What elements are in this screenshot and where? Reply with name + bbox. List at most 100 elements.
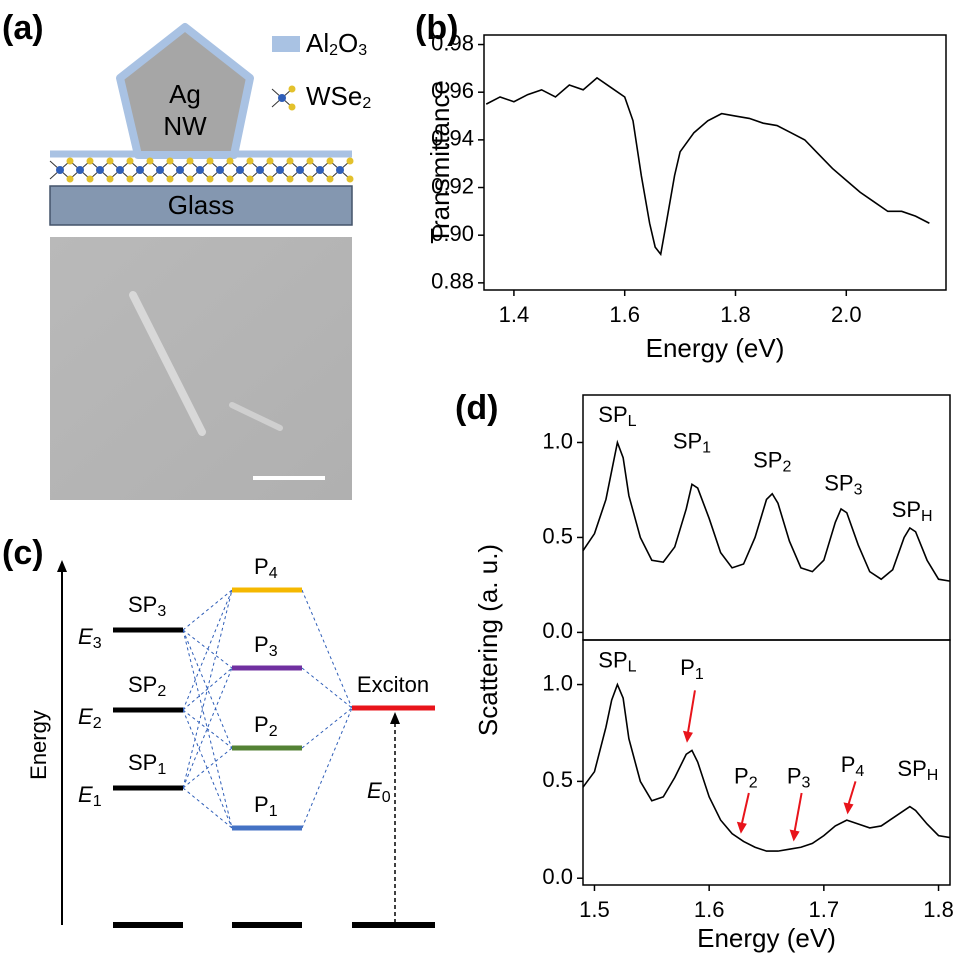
annotation: SP2 [753, 447, 791, 475]
atom [126, 157, 134, 165]
atom [176, 166, 184, 174]
coupling [182, 667, 233, 711]
atom [56, 166, 64, 174]
atom [266, 157, 274, 165]
atom [86, 175, 94, 183]
atom [166, 175, 174, 183]
coupling [182, 629, 233, 829]
annotation: SPL [598, 647, 636, 675]
coupling [182, 589, 233, 631]
arrow [686, 690, 696, 733]
particle-label: Ag [169, 79, 201, 109]
x-tick-label: 2.0 [831, 302, 862, 327]
atom [86, 157, 94, 165]
atom [246, 157, 254, 165]
legend-swatch [271, 85, 296, 111]
annotation: P4 [841, 752, 865, 780]
atom [166, 157, 174, 165]
annotation: P2 [734, 763, 758, 791]
y-tick-label: 0.0 [542, 864, 573, 889]
coupling [182, 747, 233, 789]
legend-swatch [272, 36, 300, 52]
annotation: P3 [787, 763, 811, 791]
nanowire-image [229, 402, 283, 431]
atom [156, 166, 164, 174]
atom [226, 157, 234, 165]
coupling [301, 589, 353, 709]
annotation: P3 [254, 632, 278, 660]
energy-diagram: Energy SP3 E3 SP2 E2 SP1 E1 P4 P3 P2 P1 E0 Excito… [26, 554, 435, 928]
atom [196, 166, 204, 174]
y-tick-label: 1.0 [542, 670, 573, 695]
atom [246, 175, 254, 183]
coupling [301, 667, 353, 709]
coupling [301, 707, 353, 829]
x-tick-label: 1.6 [694, 897, 725, 922]
nanowire-image [129, 291, 206, 436]
y-tick-label: 0.94 [431, 126, 474, 151]
atom [186, 157, 194, 165]
atom [106, 175, 114, 183]
arrow [847, 781, 857, 805]
couplings [182, 589, 353, 829]
annotation: SP1 [673, 428, 711, 456]
legend-label: WSe2 [306, 81, 371, 112]
x-tick-label: 1.8 [720, 302, 751, 327]
y-tick-label: 0.96 [431, 78, 474, 103]
level-label: Exciton [357, 672, 429, 697]
atom [266, 175, 274, 183]
panel-label: (d) [455, 389, 498, 427]
data-line [582, 682, 951, 852]
glass-label: Glass [168, 190, 234, 220]
y-tick-label: 0.98 [431, 30, 474, 55]
coupling [182, 709, 233, 749]
atom [106, 157, 114, 165]
legend-label: Al2O3 [306, 28, 367, 59]
coupling [182, 787, 233, 829]
atom [226, 175, 234, 183]
arrow [740, 792, 750, 824]
arrow-head [843, 802, 854, 815]
atom [316, 166, 324, 174]
arrow-head [736, 821, 747, 834]
level-label: E2 [78, 704, 102, 732]
arrow [793, 792, 803, 832]
annotation: SP3 [824, 470, 862, 498]
sem-image [50, 237, 352, 500]
y-tick-label: 0.5 [542, 767, 573, 792]
atom [326, 175, 334, 183]
atom [66, 157, 74, 165]
particle-label: NW [163, 111, 207, 141]
level-label: E1 [78, 782, 102, 810]
atom [236, 166, 244, 174]
annotation: P4 [254, 554, 278, 582]
atom [146, 157, 154, 165]
atom [278, 94, 286, 102]
atom [76, 166, 84, 174]
atom [136, 166, 144, 174]
y-axis-label: Transmittance [425, 80, 455, 244]
atom [216, 166, 224, 174]
coupling [182, 589, 233, 789]
atom [256, 166, 264, 174]
chart: 0.0 0.5 1.0 1.5 1.6 1.7 1.8 Energy (eV) SPL P1 P2 P… [542, 639, 954, 953]
atom [336, 166, 344, 174]
y-axis-label: Scattering (a. u.) [473, 544, 503, 736]
atom [326, 157, 334, 165]
axis-label: Energy [26, 710, 51, 780]
y-tick-label: 0.92 [431, 173, 474, 198]
coupling [182, 667, 233, 789]
atom [66, 175, 74, 183]
panel-label: (a) [2, 9, 44, 47]
annotation: SPL [598, 402, 636, 430]
annotation: SP3 [128, 592, 166, 620]
x-axis-label: Energy (eV) [646, 333, 785, 363]
schematic-a: Ag NW Glass Al2O3 WSe2 [49, 23, 371, 500]
atom [96, 166, 104, 174]
atom [146, 175, 154, 183]
wse2-layer [49, 157, 354, 183]
panel-label: (c) [2, 534, 44, 572]
plot-frame [483, 34, 947, 291]
x-tick-label: 1.8 [923, 897, 954, 922]
